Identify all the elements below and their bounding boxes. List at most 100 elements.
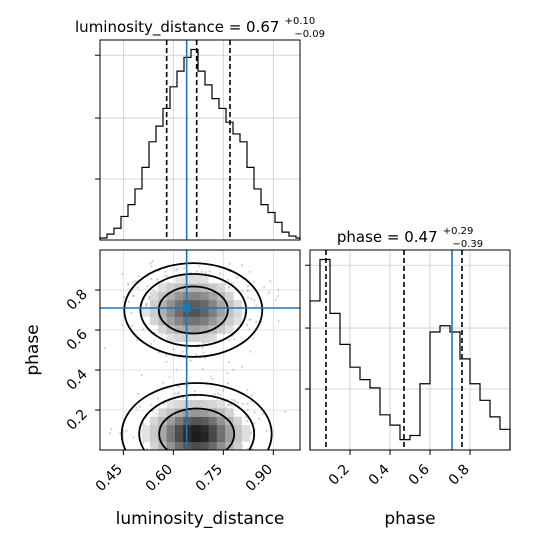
scatter-point xyxy=(131,324,134,328)
y-axis-label-phase: phase xyxy=(23,324,43,375)
density-cell xyxy=(183,333,192,342)
density-cell xyxy=(183,291,192,301)
density-cell xyxy=(200,300,209,309)
density-cell xyxy=(225,425,234,434)
scatter-point xyxy=(126,282,129,285)
density-cell xyxy=(166,433,176,442)
scatter-point xyxy=(241,290,244,293)
scatter-point xyxy=(165,275,169,278)
density-cell xyxy=(225,433,234,442)
scatter-point xyxy=(195,353,198,356)
density-cell xyxy=(191,400,201,409)
scatter-point xyxy=(153,339,156,342)
density-cell xyxy=(183,325,192,334)
phase-title: phase = 0.47 +0.29 −0.39 xyxy=(337,219,483,250)
density-cell xyxy=(216,425,226,434)
phase-histogram-frame xyxy=(309,249,511,451)
scatter-point xyxy=(227,361,231,364)
scatter-point xyxy=(235,276,239,279)
scatter-point xyxy=(150,277,153,281)
scatter-point xyxy=(178,353,182,356)
density-cell xyxy=(200,333,209,342)
scatter-point xyxy=(201,347,204,350)
scatter-point xyxy=(195,270,199,273)
joint-density-contours xyxy=(120,262,273,450)
density-cell xyxy=(175,333,184,342)
scatter-point xyxy=(227,278,230,281)
scatter-point xyxy=(145,304,148,307)
scatter-point xyxy=(204,356,207,360)
density-cell xyxy=(216,283,226,292)
density-cell xyxy=(225,316,234,326)
density-cell xyxy=(150,416,159,426)
luminosity-distance-histogram xyxy=(99,48,301,240)
density-cell xyxy=(175,400,184,409)
scatter-point xyxy=(246,323,249,326)
density-cell xyxy=(225,325,234,334)
scatter-point xyxy=(103,347,106,350)
scatter-point xyxy=(267,291,270,294)
scatter-point xyxy=(227,404,230,407)
scatter-point xyxy=(226,372,229,375)
scatter-point xyxy=(127,283,130,286)
scatter-point xyxy=(250,400,253,403)
scatter-point xyxy=(134,280,137,283)
scatter-point xyxy=(255,304,258,307)
density-cell xyxy=(208,416,217,426)
scatter-point xyxy=(246,285,249,288)
scatter-point xyxy=(177,391,180,394)
scatter-point xyxy=(125,429,128,432)
density-cell xyxy=(158,425,167,434)
density-cell xyxy=(158,325,167,334)
scatter-point xyxy=(233,399,236,402)
density-cell xyxy=(175,316,184,326)
density-cell xyxy=(191,441,201,450)
density-cell xyxy=(191,425,201,434)
density-cell xyxy=(208,316,217,326)
scatter-point xyxy=(222,389,225,392)
scatter-point xyxy=(263,286,266,289)
scatter-point xyxy=(244,416,247,419)
scatter-point xyxy=(168,376,171,379)
density-cell xyxy=(208,308,217,317)
scatter-point xyxy=(250,297,253,300)
scatter-point xyxy=(201,367,204,370)
density-cell xyxy=(200,425,209,434)
density-cell xyxy=(175,441,184,450)
scatter-point xyxy=(183,267,186,270)
density-cell xyxy=(208,408,217,417)
luminosity-distance-histogram-grid xyxy=(100,40,300,240)
scatter-point xyxy=(109,432,112,435)
luminosity-distance-xtick-label-0-45: 0.45 xyxy=(93,462,126,495)
scatter-point xyxy=(175,368,178,371)
phase-xtick-label-0-2: 0.2 xyxy=(326,462,353,489)
scatter-point xyxy=(140,374,143,377)
scatter-point xyxy=(216,392,219,395)
scatter-point xyxy=(240,264,243,267)
density-cell xyxy=(200,275,209,284)
scatter-point xyxy=(253,411,256,414)
density-cell xyxy=(158,416,167,426)
phase-ytick-label-0-4: 0.4 xyxy=(64,366,91,393)
scatter-point xyxy=(165,354,168,357)
density-cell xyxy=(150,291,159,301)
scatter-point xyxy=(231,368,234,371)
scatter-point xyxy=(137,275,140,278)
density-cell xyxy=(175,425,184,434)
scatter-point xyxy=(246,402,249,405)
density-cell xyxy=(175,416,184,426)
scatter-point xyxy=(230,282,234,285)
density-cell xyxy=(208,433,217,442)
scatter-point xyxy=(148,296,151,299)
luminosity-distance-xtick-label-0-90: 0.90 xyxy=(243,462,276,495)
density-cell xyxy=(208,300,217,309)
scatter-point xyxy=(255,320,258,323)
scatter-point xyxy=(156,278,159,281)
density-cell xyxy=(158,283,167,292)
scatter-point xyxy=(211,377,214,380)
density-cell xyxy=(225,308,234,317)
density-cell xyxy=(191,291,201,301)
x-axis-label-phase: phase xyxy=(384,509,435,529)
density-cell xyxy=(191,416,201,426)
joint-density-panel: 0.45 0.60 0.75 0.90 0.2 0.4 0.6 0.8 luminosity… xyxy=(23,249,301,529)
